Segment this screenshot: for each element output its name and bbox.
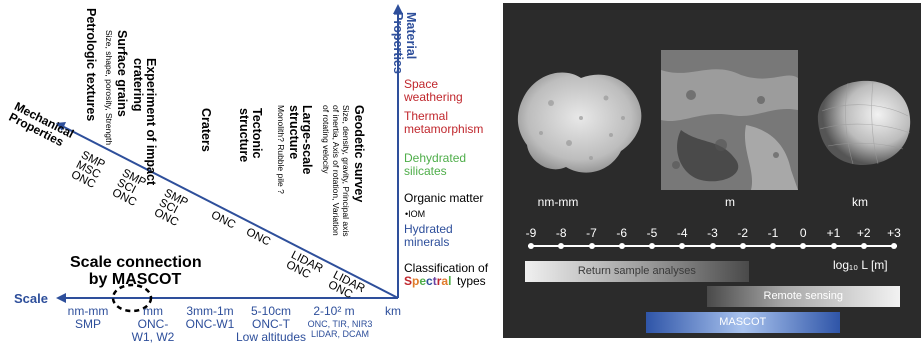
tick-label: +1: [826, 226, 841, 240]
tick-dot: [679, 243, 686, 249]
grain-image: [511, 63, 649, 181]
tick-label: -9: [525, 226, 537, 240]
tick-label: 0: [799, 226, 807, 240]
category-title: Large-scale structure: [287, 105, 314, 175]
scale-axis-label: Scale: [14, 291, 48, 306]
scale-label: ONC, TIR, NIR3 LIDAR, DCAM: [308, 319, 373, 339]
image-label-asteroid: km: [852, 195, 868, 209]
tick-dot: [618, 243, 625, 249]
material-label: Space weathering: [404, 77, 463, 104]
tick-label: -2: [737, 226, 749, 240]
image-label-surface: m: [725, 195, 735, 209]
scale-label: nm-mm SMP: [68, 305, 109, 331]
scale-label: mm ONC- W1, W2: [132, 305, 175, 344]
tick-dot: [649, 243, 655, 249]
tick-label: -8: [555, 226, 567, 240]
log-axis-label: log₁₀ L [m]: [833, 258, 888, 272]
asteroid-scale-panel: nm-mm m km -9 -8 -7 -6 -5 -4 -3 -2 -1 0 +1 +2 +3 log…: [503, 3, 921, 338]
material-label: Hydrated minerals: [404, 222, 453, 249]
scale-label-line: 2-10² m: [313, 304, 355, 318]
scale-label-line: nm-mm: [67, 304, 109, 318]
scale-axis-arrow-left: [56, 293, 66, 303]
category-subtitle: Size, shape, porosity, Strength: [104, 30, 114, 146]
range-bar: Remote sensing: [706, 286, 900, 307]
category-label: Surface grains Size, shape, porosity, Str…: [104, 30, 129, 150]
mascot-title-line-2: by MASCOT: [88, 271, 182, 288]
tick-dot: [830, 243, 837, 249]
tick-label: +3: [887, 226, 901, 240]
mascot-title: Scale connection by MASCOT: [70, 254, 202, 288]
scale-label-line: 3mm-1m: [186, 304, 234, 318]
tick-dot: [558, 243, 565, 249]
category-label: Petrologic textures: [84, 8, 98, 128]
asteroid-image: [808, 71, 916, 171]
material-label: Classification of: [404, 261, 489, 275]
image-label-grain: nm-mm: [537, 195, 579, 209]
scale-label-line: SMP: [74, 317, 102, 331]
tick-label: -4: [676, 226, 688, 240]
scale-label-line: Low altitudes: [235, 330, 307, 344]
mechanical-axis-arrow: [56, 122, 66, 131]
material-label: types: [457, 274, 486, 288]
scale-label: km: [385, 305, 401, 318]
tick-dot: [860, 243, 867, 249]
diagram-axes: [56, 4, 403, 313]
category-title: Craters: [199, 108, 213, 152]
category-title: Petrologic textures: [84, 8, 98, 122]
mechanical-axis-line: [61, 125, 399, 299]
scale-label-line: 5-10cm: [250, 304, 292, 318]
category-label: Large-scale structure Monolith? Rubble pi…: [276, 105, 314, 225]
material-label: Thermal metamorphism: [404, 109, 484, 136]
tick-label: -7: [586, 226, 597, 240]
mascot-title-line-1: Scale connection: [70, 254, 202, 271]
tick-label: -3: [707, 226, 718, 240]
tick-dot: [891, 243, 897, 249]
tick-label: -5: [646, 226, 658, 240]
tick-label: -1: [767, 226, 779, 240]
scale-label-line: km: [385, 304, 401, 318]
scale-label-line: ONC-: [137, 317, 169, 331]
material-axis-label: Material Properties: [391, 12, 418, 74]
category-label: Craters: [199, 108, 213, 188]
category-title: Geodetic survey: [352, 105, 366, 203]
scale-label-line: mm: [142, 304, 163, 318]
scale-label-line: LIDAR, DCAM: [310, 329, 369, 339]
scale-label: 5-10cm ONC-T Low altitudes: [236, 305, 306, 344]
scale-label-line: ONC-T: [251, 317, 290, 331]
material-label: Organic matter: [404, 191, 484, 205]
scale-label-line: ONC-W1: [185, 317, 235, 331]
tick-dot: [528, 243, 534, 249]
tick-label: -6: [616, 226, 628, 240]
material-label: Dehydrated silicates: [404, 151, 467, 178]
surface-image: [661, 50, 798, 190]
category-label: Tectonic structure: [237, 108, 264, 208]
category-subtitle: Monolith? Rubble pile ?: [276, 105, 286, 194]
scale-diagram-panel: Scale Material Properties Mechanical Pro…: [7, 4, 488, 344]
tick-dot: [800, 243, 807, 249]
tick-label: +2: [856, 226, 871, 240]
scale-connection-ellipse: [111, 283, 153, 313]
tick-dot: [770, 243, 776, 249]
tick-dot: [709, 243, 716, 249]
material-label: •IOM: [405, 209, 426, 219]
range-bar: MASCOT: [646, 312, 840, 333]
scale-label-line: W1, W2: [131, 330, 175, 344]
material-label: Spectral: [404, 274, 452, 288]
category-title: Surface grains: [115, 30, 129, 117]
scale-label-line: ONC, TIR, NIR3: [307, 319, 373, 329]
material-axis-arrow-top: [393, 4, 403, 14]
scale-label: 3mm-1m ONC-W1: [186, 305, 235, 331]
tick-dot: [739, 243, 746, 249]
scale-label: 2-10² m: [313, 305, 354, 318]
category-subtitle: Size, density, gravity, Principal axis o…: [321, 105, 351, 237]
category-label: Geodetic survey Size, density, gravity, P…: [321, 105, 366, 240]
range-bar: Return sample analyses: [525, 261, 749, 282]
tick-dot: [588, 243, 595, 249]
category-title: Tectonic structure: [237, 108, 264, 163]
